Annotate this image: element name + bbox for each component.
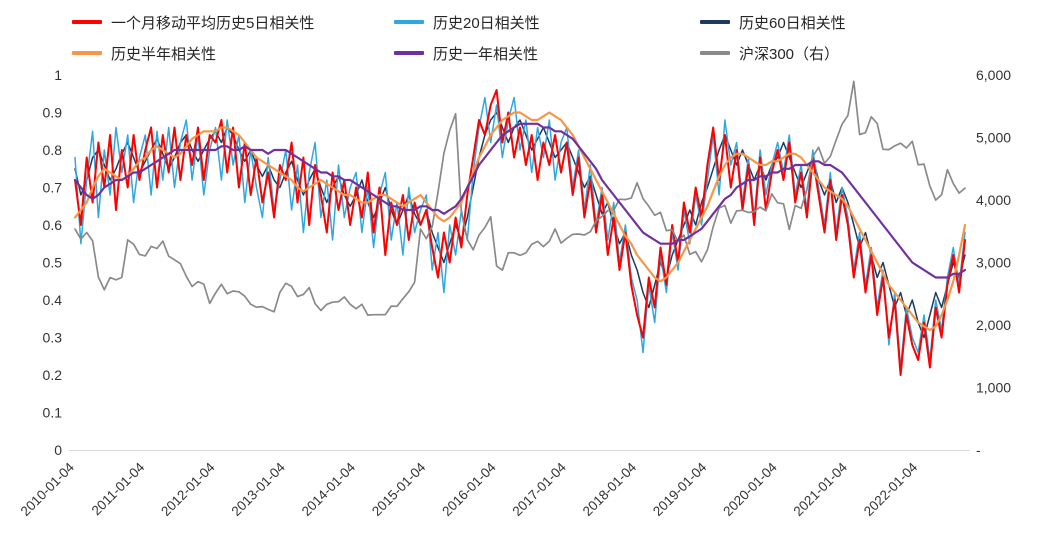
legend-item-csi300: 沪深300（右） [700, 41, 1038, 65]
legend-item-ma5-correlation: 一个月移动平均历史5日相关性 [72, 10, 394, 34]
legend-label: 一个月移动平均历史5日相关性 [111, 14, 315, 32]
legend-label: 历史60日相关性 [739, 14, 846, 32]
x-axis-tick-label: 2017-01-04 [510, 459, 570, 519]
orange-line-swatch-icon [72, 51, 102, 55]
right-axis-tick-label: 6,000 [976, 67, 1011, 83]
series-line-4 [73, 122, 967, 279]
x-axis-tick-label: 2019-01-04 [650, 459, 710, 519]
x-axis-tick-label: 2021-01-04 [791, 459, 851, 519]
legend-label: 沪深300（右） [739, 45, 840, 63]
left-axis-tick-label: 0.5 [43, 255, 63, 271]
legend-label: 历史20日相关性 [433, 14, 540, 32]
left-axis-tick-label: 0.9 [43, 105, 63, 121]
series-line-5 [74, 80, 966, 316]
series-line-0 [74, 89, 966, 376]
left-axis-tick-label: 0.3 [43, 330, 63, 346]
right-axis-tick-label: 5,000 [976, 130, 1011, 146]
x-axis-tick-label: 2010-01-04 [18, 459, 78, 519]
left-axis-tick-label: 0.1 [43, 405, 63, 421]
left-axis-tick-label: 0.4 [43, 292, 63, 308]
legend-label: 历史半年相关性 [111, 45, 217, 63]
series-line-1 [74, 96, 966, 369]
x-axis-tick-label: 2018-01-04 [580, 459, 640, 519]
legend-label: 历史一年相关性 [433, 45, 539, 63]
left-axis-tick-label: 1 [54, 67, 62, 83]
legend-item-60day-correlation: 历史60日相关性 [700, 10, 1038, 34]
right-axis-tick-label: 3,000 [976, 255, 1011, 271]
left-axis-tick-label: 0.8 [43, 142, 63, 158]
left-axis-tick-label: 0.6 [43, 217, 63, 233]
navy-line-swatch-icon [700, 20, 730, 24]
right-axis-tick-label: - [976, 442, 981, 458]
x-axis-tick-label: 2014-01-04 [299, 459, 359, 519]
legend-item-20day-correlation: 历史20日相关性 [394, 10, 700, 34]
x-axis-tick-label: 2013-01-04 [228, 459, 288, 519]
x-axis-tick-label: 2012-01-04 [158, 459, 218, 519]
right-axis-tick-label: 1,000 [976, 380, 1011, 396]
left-axis-tick-label: 0.7 [43, 180, 63, 196]
x-axis-tick-label: 2011-01-04 [89, 459, 148, 518]
legend-item-oneyear-correlation: 历史一年相关性 [394, 41, 700, 65]
left-axis-tick-label: 0 [54, 442, 62, 458]
right-axis-tick-label: 2,000 [976, 317, 1011, 333]
chart-legend: 一个月移动平均历史5日相关性 历史20日相关性 历史60日相关性 历史半年相关性… [72, 10, 1038, 65]
blue-line-swatch-icon [394, 20, 424, 24]
red-line-swatch-icon [72, 20, 102, 24]
series-line-3 [73, 111, 967, 332]
right-axis-tick-label: 4,000 [976, 192, 1011, 208]
gray-line-swatch-icon [700, 51, 730, 55]
x-axis-tick-label: 2015-01-04 [369, 459, 429, 519]
x-axis-tick-label: 2020-01-04 [720, 459, 780, 519]
legend-item-halfyear-correlation: 历史半年相关性 [72, 41, 394, 65]
purple-line-swatch-icon [394, 51, 424, 55]
x-axis-tick-label: 2022-01-04 [861, 459, 921, 519]
left-axis-tick-label: 0.2 [43, 367, 63, 383]
x-axis-tick-label: 2016-01-04 [439, 459, 499, 519]
